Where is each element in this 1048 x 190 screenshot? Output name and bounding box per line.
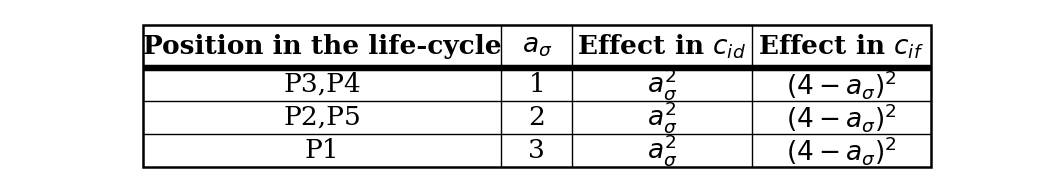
Text: $a_{\sigma}^{2}$: $a_{\sigma}^{2}$ (647, 66, 677, 102)
Text: $a_{\sigma}^{2}$: $a_{\sigma}^{2}$ (647, 132, 677, 168)
Text: $a_{\sigma}$: $a_{\sigma}$ (522, 34, 552, 59)
Text: P3,P4: P3,P4 (283, 72, 362, 97)
Text: Effect in $c_{id}$: Effect in $c_{id}$ (577, 32, 746, 61)
Text: Position in the life-cycle: Position in the life-cycle (143, 34, 502, 59)
Text: 3: 3 (528, 138, 545, 163)
Text: Effect in $c_{if}$: Effect in $c_{if}$ (759, 32, 924, 61)
Text: 2: 2 (528, 105, 545, 130)
Text: P2,P5: P2,P5 (283, 105, 362, 130)
Text: P1: P1 (305, 138, 340, 163)
Text: $a_{\sigma}^{2}$: $a_{\sigma}^{2}$ (647, 99, 677, 135)
Text: 1: 1 (528, 72, 545, 97)
Text: $(4-a_{\sigma})^{2}$: $(4-a_{\sigma})^{2}$ (786, 101, 897, 134)
Text: $(4-a_{\sigma})^{2}$: $(4-a_{\sigma})^{2}$ (786, 68, 897, 101)
Text: $(4-a_{\sigma})^{2}$: $(4-a_{\sigma})^{2}$ (786, 134, 897, 167)
